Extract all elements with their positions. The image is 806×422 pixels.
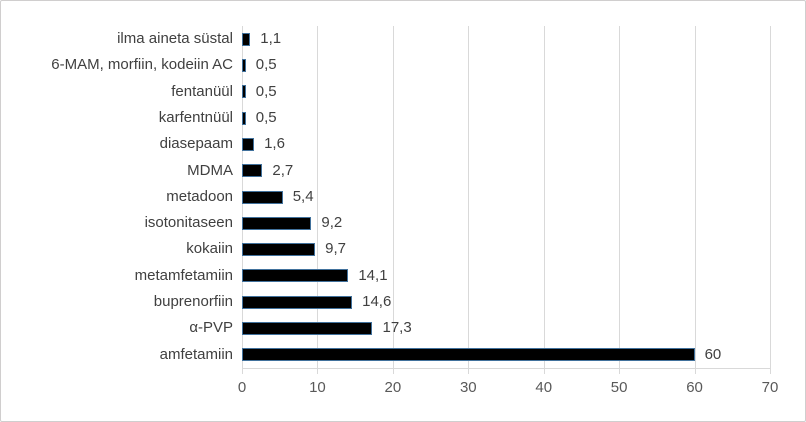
bar-4 bbox=[242, 111, 246, 125]
gridline bbox=[317, 26, 319, 368]
bar-10 bbox=[242, 269, 349, 283]
x-axis-tick-label: 30 bbox=[459, 379, 477, 396]
x-axis-tick-mark bbox=[468, 368, 470, 374]
value-label: 0,5 bbox=[255, 108, 277, 126]
gridline bbox=[694, 26, 696, 368]
x-axis-tick-label: 0 bbox=[237, 379, 247, 396]
category-label: diasepaam bbox=[159, 135, 233, 153]
bar-3 bbox=[242, 85, 246, 99]
value-label: 2,7 bbox=[272, 161, 294, 179]
bar-9 bbox=[242, 243, 316, 257]
value-label: 1,6 bbox=[264, 135, 285, 153]
x-axis-tick-mark bbox=[317, 368, 319, 374]
value-label: 14,1 bbox=[358, 266, 388, 284]
category-label: buprenorfiin bbox=[153, 293, 233, 311]
category-label: karfentnüül bbox=[158, 108, 233, 126]
bar-2 bbox=[242, 58, 246, 72]
value-label: 5,4 bbox=[292, 187, 314, 205]
category-label: amfetamiin bbox=[159, 345, 233, 363]
category-label: metadoon bbox=[166, 187, 233, 205]
x-axis-tick-mark bbox=[619, 368, 621, 374]
x-axis-tick-mark bbox=[543, 368, 545, 374]
value-label: 14,6 bbox=[362, 293, 392, 311]
category-label: α-PVP bbox=[189, 319, 233, 337]
gridline bbox=[468, 26, 470, 368]
category-label: fentanüül bbox=[171, 82, 233, 100]
value-label: 9,7 bbox=[325, 240, 347, 258]
bar-7 bbox=[242, 190, 283, 204]
bar-1 bbox=[242, 32, 251, 46]
x-axis-line bbox=[242, 368, 770, 369]
x-axis-tick-label: 50 bbox=[610, 379, 628, 396]
gridline bbox=[543, 26, 545, 368]
category-label: ilma aineta süstal bbox=[117, 30, 233, 47]
value-label: 9,2 bbox=[321, 214, 343, 232]
x-axis-tick-mark bbox=[242, 368, 243, 374]
category-label: kokaiin bbox=[186, 240, 233, 258]
value-label: 0,5 bbox=[255, 56, 277, 74]
value-label: 0,5 bbox=[255, 82, 277, 100]
value-label: 1,1 bbox=[260, 30, 282, 47]
x-axis-tick-label: 10 bbox=[309, 379, 326, 396]
bar-12 bbox=[242, 322, 373, 336]
x-axis-tick-mark bbox=[770, 368, 771, 374]
gridline bbox=[619, 26, 621, 368]
x-axis-tick-label: 40 bbox=[535, 379, 553, 396]
bar-8 bbox=[242, 216, 312, 230]
value-label: 60 bbox=[704, 345, 722, 363]
gridline bbox=[392, 26, 394, 368]
bar-5 bbox=[242, 137, 255, 151]
bar-13 bbox=[242, 348, 695, 362]
x-axis-tick-label: 70 bbox=[761, 379, 779, 396]
category-label: MDMA bbox=[187, 161, 233, 179]
x-axis-tick-mark bbox=[392, 368, 394, 374]
gridline bbox=[770, 26, 771, 368]
category-label: isotonitaseen bbox=[144, 214, 233, 232]
x-axis-tick-label: 60 bbox=[686, 379, 703, 396]
category-label: metamfetamiin bbox=[134, 266, 233, 284]
category-label: 6-MAM, morfiin, kodeiin AC bbox=[51, 56, 233, 74]
x-axis-tick-mark bbox=[694, 368, 696, 374]
bar-6 bbox=[242, 164, 263, 178]
value-label: 17,3 bbox=[382, 319, 412, 337]
bar-11 bbox=[242, 295, 353, 309]
x-axis-tick-label: 20 bbox=[384, 379, 402, 396]
